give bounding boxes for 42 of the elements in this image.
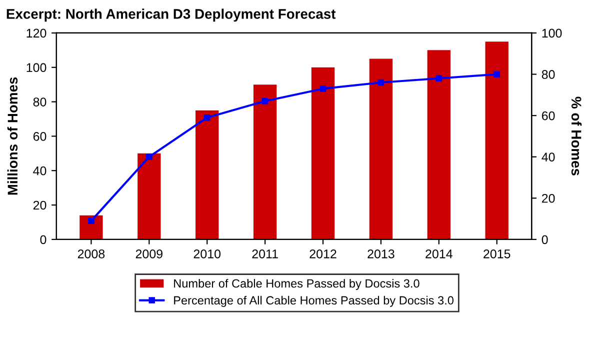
bar: [253, 84, 277, 240]
y2-tick-label: 60: [542, 111, 555, 120]
x-tick-label: 2012: [310, 249, 336, 258]
bar: [485, 42, 508, 240]
x-tick-label: 2013: [368, 249, 394, 258]
point: [262, 98, 268, 104]
point: [204, 114, 210, 121]
y-tick-label: 40: [33, 166, 46, 176]
y2-tick-label: 40: [542, 152, 555, 162]
legend-label: Number of Cable Homes Passed by Docsis 3.0: [174, 278, 420, 290]
y-tick-label: 20: [33, 200, 46, 210]
y2-tick-label: 0: [542, 235, 548, 244]
point: [436, 75, 442, 82]
x-tick-label: 2015: [484, 249, 510, 258]
y2-tick-label: 100: [542, 28, 562, 38]
x-tick-label: 2014: [426, 249, 452, 258]
bar: [427, 50, 450, 240]
y2-tick-label: 80: [542, 70, 555, 79]
x-tick-label: 2009: [136, 249, 162, 258]
bar: [311, 67, 335, 240]
legend-label: Percentage of All Cable Homes Passed by Docsis 3.0: [174, 296, 454, 307]
y-axis-title: Millions of Homes: [7, 77, 18, 195]
x-tick-label: 2011: [252, 249, 278, 258]
bar: [138, 153, 161, 240]
y2-axis-title: % of Homes: [571, 96, 582, 176]
point: [88, 218, 94, 224]
y-tick-label: 120: [26, 28, 46, 38]
bar: [80, 215, 103, 240]
y-tick-label: 80: [33, 98, 46, 106]
point: [320, 86, 326, 92]
x-tick-label: 2010: [194, 249, 221, 258]
point: [146, 154, 152, 160]
y-tick-label: 0: [40, 235, 46, 244]
y-tick-label: 60: [33, 132, 46, 141]
bar: [369, 58, 393, 240]
chart-title: Excerpt: North American D3 Deployment Forecast: [6, 8, 336, 22]
point: [378, 79, 384, 86]
y-tick-label: 100: [26, 63, 46, 72]
x-tick-label: 2008: [78, 249, 105, 258]
bar: [196, 110, 219, 240]
y2-tick-label: 20: [542, 194, 555, 203]
point: [494, 71, 500, 78]
